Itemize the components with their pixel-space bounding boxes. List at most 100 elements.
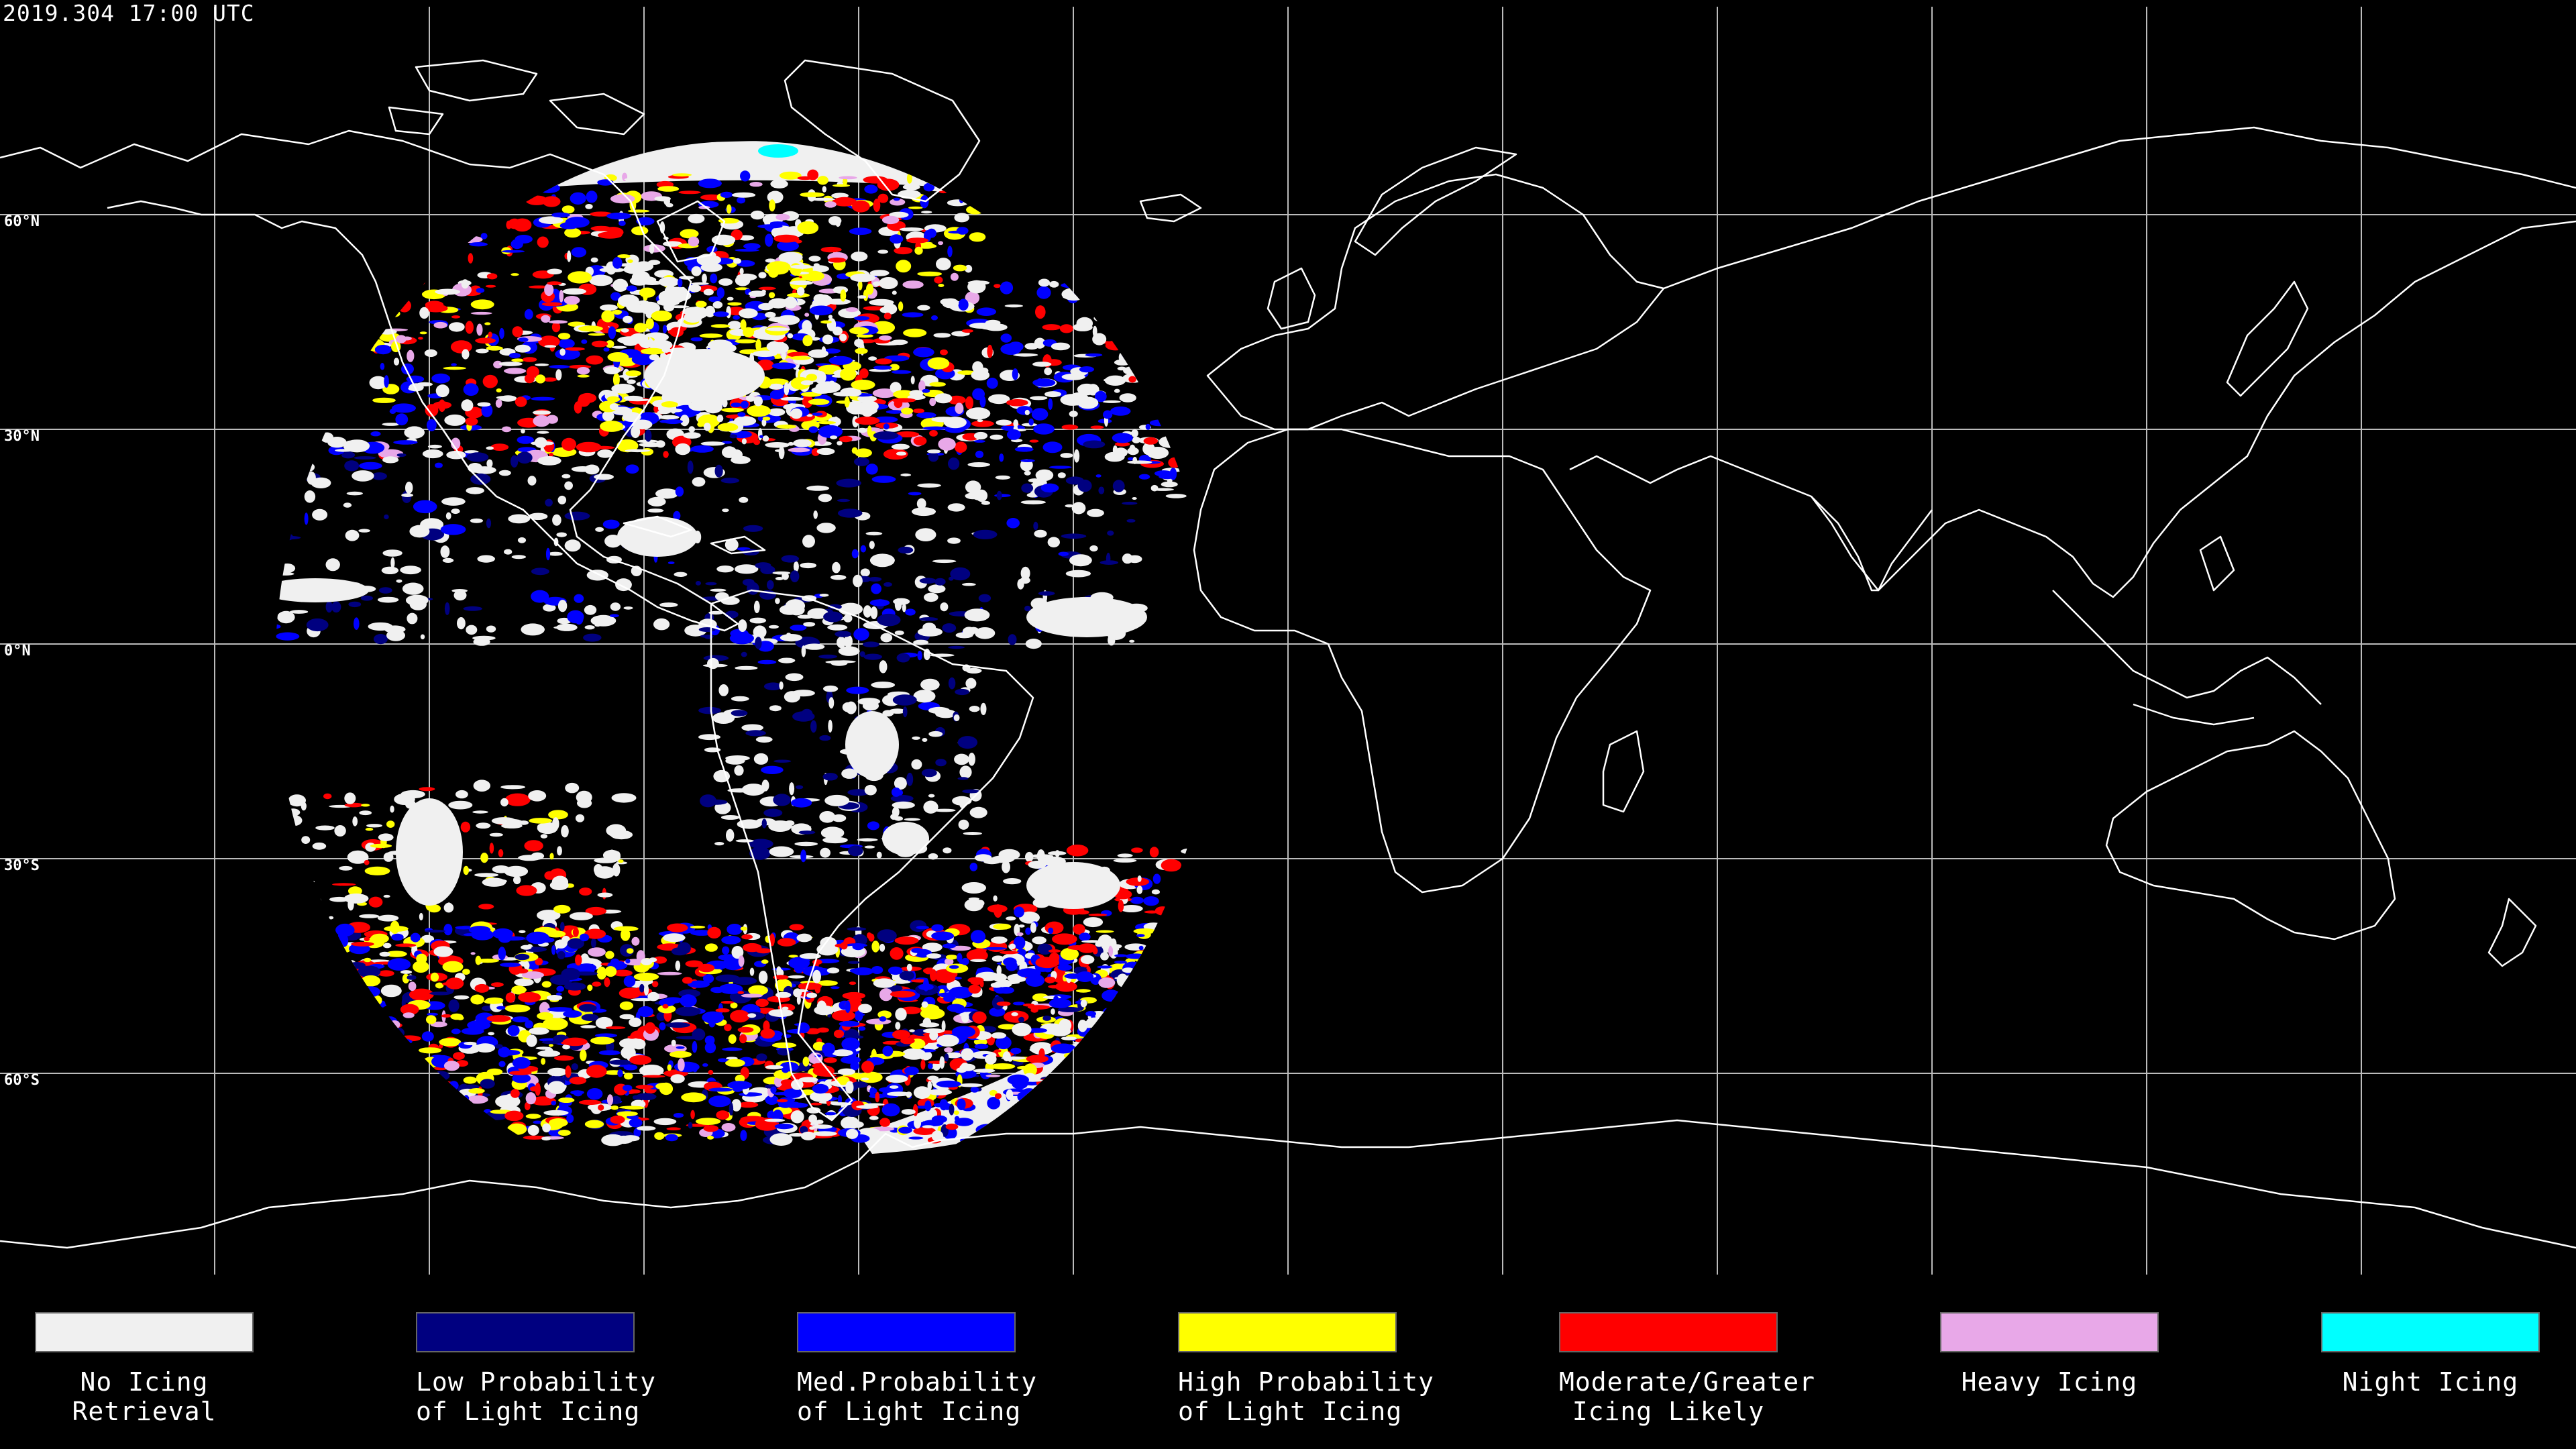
- icing-pixel: [625, 449, 650, 453]
- icing-pixel: [700, 635, 714, 638]
- icing-pixel: [464, 1041, 477, 1046]
- icing-pixel: [1024, 409, 1030, 415]
- icing-pixel: [1128, 1045, 1134, 1052]
- icing-pixel: [402, 286, 412, 300]
- icing-pixel: [1163, 953, 1189, 961]
- icing-pixel: [352, 816, 358, 826]
- icing-pixel: [344, 792, 356, 804]
- icing-pixel: [284, 533, 293, 541]
- icing-pixel: [1124, 943, 1147, 951]
- legend-line2: of Light Icing: [416, 1397, 641, 1426]
- satellite-disk: [275, 141, 1214, 1154]
- icing-pixel: [486, 1068, 503, 1075]
- icing-pixel: [472, 1132, 488, 1138]
- icing-pixel: [1002, 1116, 1009, 1122]
- icing-pixel: [336, 1069, 351, 1073]
- icing-pixel: [855, 448, 872, 458]
- icing-pixel: [756, 1053, 767, 1061]
- icing-pixel: [740, 319, 747, 331]
- icing-pixel: [840, 289, 847, 302]
- icing-pixel: [1031, 1110, 1056, 1117]
- icing-pixel: [924, 592, 938, 602]
- icing-pixel: [366, 824, 382, 828]
- icing-pixel: [996, 490, 1002, 500]
- icing-pixel: [1132, 456, 1138, 464]
- icing-pixel: [604, 966, 617, 977]
- icing-pixel: [961, 1012, 969, 1023]
- icing-pixel: [1112, 433, 1133, 443]
- icing-pixel: [439, 1038, 462, 1046]
- icing-pixel: [565, 1065, 572, 1078]
- icing-pixel: [1116, 1045, 1122, 1059]
- icing-pixel: [1189, 1011, 1195, 1018]
- icing-pixel: [304, 1102, 313, 1108]
- icing-pixel: [716, 415, 724, 423]
- icing-pixel: [802, 320, 812, 333]
- icing-pixel: [390, 196, 397, 199]
- icing-pixel: [559, 348, 566, 356]
- icing-pixel: [902, 184, 920, 191]
- icing-pixel: [364, 1131, 387, 1134]
- icing-pixel: [1038, 278, 1051, 287]
- icing-pixel: [390, 295, 409, 305]
- icing-pixel: [667, 330, 674, 334]
- icing-pixel: [1024, 1093, 1043, 1107]
- icing-pixel: [388, 1128, 409, 1132]
- icing-pixel: [837, 498, 851, 502]
- icing-pixel: [1102, 400, 1121, 403]
- icing-pixel: [1120, 1132, 1139, 1140]
- icing-pixel: [542, 1123, 551, 1133]
- icing-pixel: [1075, 558, 1079, 566]
- icing-pixel: [544, 283, 554, 297]
- icing-pixel: [735, 248, 759, 252]
- icing-pixel: [354, 617, 360, 630]
- icing-pixel: [1132, 497, 1137, 500]
- icing-pixel: [333, 1075, 345, 1087]
- icing-pixel: [1095, 930, 1114, 933]
- icing-pixel: [409, 190, 422, 201]
- icing-pixel: [802, 535, 815, 548]
- icing-pixel: [913, 639, 928, 645]
- icing-pixel: [1051, 1008, 1055, 1015]
- icing-pixel: [1095, 292, 1116, 302]
- icing-pixel: [378, 1075, 399, 1079]
- icing-pixel: [1063, 1077, 1069, 1082]
- icing-pixel: [380, 1051, 401, 1060]
- icing-pixel: [853, 1035, 864, 1039]
- icing-pixel: [1150, 1038, 1165, 1047]
- icing-pixel: [1127, 460, 1152, 464]
- icing-pixel: [980, 702, 987, 716]
- icing-pixel: [346, 985, 351, 995]
- icing-pixel: [1104, 375, 1126, 386]
- icing-pixel: [692, 1028, 706, 1041]
- icing-pixel: [859, 368, 869, 379]
- icing-pixel: [927, 357, 950, 370]
- icing-pixel: [816, 421, 837, 425]
- icing-pixel: [1098, 1089, 1111, 1092]
- icing-pixel: [321, 432, 334, 443]
- icing-pixel: [1026, 1055, 1049, 1063]
- icing-pixel: [769, 705, 782, 712]
- icing-pixel: [981, 500, 990, 505]
- icing-pixel: [323, 1095, 341, 1100]
- icing-pixel: [290, 963, 307, 968]
- icing-fields: [275, 144, 1206, 1146]
- icing-pixel: [309, 967, 334, 975]
- icing-pixel: [549, 853, 554, 860]
- icing-pixel: [612, 257, 623, 269]
- icing-pixel: [489, 833, 503, 837]
- icing-pixel: [535, 374, 545, 384]
- icing-pixel: [545, 498, 553, 506]
- icing-pixel: [967, 462, 990, 468]
- icing-pixel: [418, 337, 423, 340]
- icing-pixel: [940, 299, 953, 305]
- icing-pixel: [1136, 336, 1163, 340]
- icing-pixel: [780, 634, 802, 642]
- icing-pixel: [529, 818, 553, 824]
- icing-pixel: [892, 694, 917, 706]
- icing-pixel: [453, 1052, 465, 1060]
- icing-pixel: [367, 1104, 392, 1114]
- icing-pixel: [975, 489, 988, 502]
- icing-pixel: [1106, 1018, 1123, 1032]
- icing-pixel: [1140, 321, 1148, 331]
